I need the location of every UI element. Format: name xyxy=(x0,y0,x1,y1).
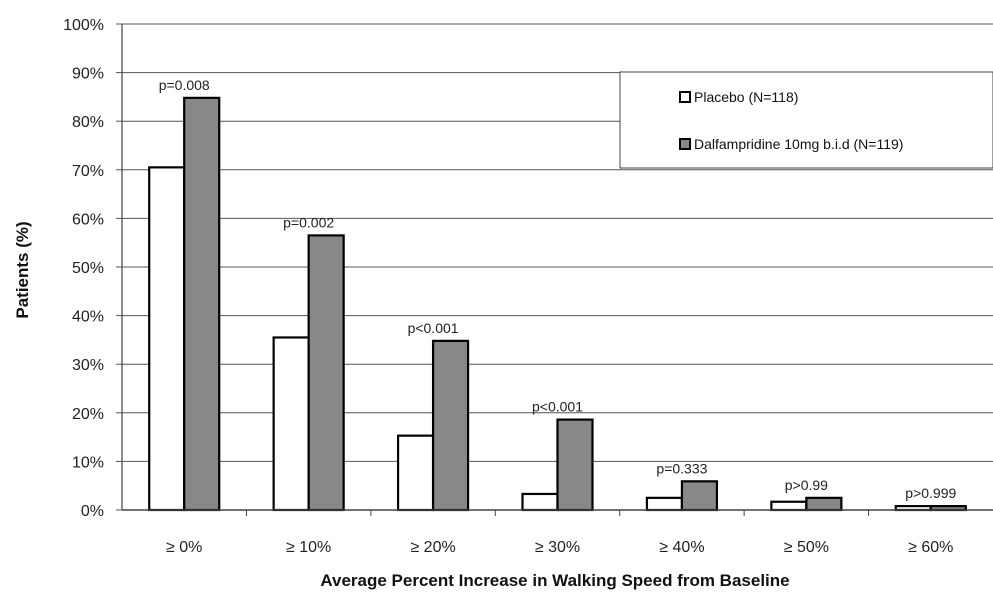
x-tick-label: ≥ 0% xyxy=(166,539,202,556)
y-tick-label: 10% xyxy=(72,454,104,471)
x-tick-label: ≥ 50% xyxy=(784,539,829,556)
bar-dalfampridine xyxy=(805,496,843,512)
x-tick-label: ≥ 20% xyxy=(410,539,455,556)
y-tick-label: 90% xyxy=(72,66,104,83)
y-tick-label: 50% xyxy=(72,260,104,277)
p-value-label: p=0.008 xyxy=(159,77,210,93)
p-value-label: p>0.999 xyxy=(905,485,956,501)
y-tick-label: 100% xyxy=(63,17,104,34)
y-tick-label: 0% xyxy=(81,503,104,520)
p-value-label: p=0.333 xyxy=(656,460,707,476)
y-tick-label: 40% xyxy=(72,309,104,326)
legend-label-placebo: Placebo (N=118) xyxy=(694,89,798,105)
bar-dalfampridine xyxy=(556,418,594,512)
bar-dalfampridine xyxy=(183,96,221,512)
y-axis-title: Patients (%) xyxy=(13,221,32,318)
legend: Placebo (N=118) Dalfampridine 10mg b.i.d… xyxy=(619,71,993,169)
legend-label-dalfampridine: Dalfampridine 10mg b.i.d (N=119) xyxy=(694,136,903,152)
y-tick-label: 80% xyxy=(72,114,104,131)
y-tick-label: 60% xyxy=(72,211,104,228)
legend-box xyxy=(619,71,993,169)
x-tick-label: ≥ 30% xyxy=(535,539,580,556)
x-axis-title: Average Percent Increase in Walking Spee… xyxy=(320,571,789,590)
bar-placebo xyxy=(272,336,310,512)
p-value-label: p<0.001 xyxy=(408,320,459,336)
x-tick-label: ≥ 60% xyxy=(908,539,953,556)
legend-swatch-dalfampridine xyxy=(679,138,691,150)
p-value-label: p>0.99 xyxy=(785,477,828,493)
p-value-label: p=0.002 xyxy=(283,214,334,230)
x-tick-label: ≥ 40% xyxy=(659,539,704,556)
y-tick-label: 70% xyxy=(72,163,104,180)
y-tick-label: 20% xyxy=(72,406,104,423)
p-value-label: p<0.001 xyxy=(532,399,583,415)
bar-dalfampridine xyxy=(680,480,719,512)
bar-placebo xyxy=(396,434,435,512)
bar-dalfampridine xyxy=(307,234,345,512)
bar-placebo xyxy=(645,496,684,512)
bar-dalfampridine xyxy=(431,339,470,512)
legend-swatch-placebo xyxy=(679,91,691,103)
gridlines xyxy=(116,23,993,511)
bars xyxy=(148,96,967,512)
bar-placebo xyxy=(148,166,186,512)
p-value-annotations: p=0.008 p=0.002 p<0.001 p<0.001 p=0.333 p>0.9… xyxy=(159,77,957,501)
y-tick-labels: 0% 10% 20% 30% 40% 50% 60% 70% 80% 90% 100% xyxy=(63,17,104,520)
axes xyxy=(121,24,993,511)
bar-placebo xyxy=(770,500,808,512)
x-tick-labels: ≥ 0% ≥ 10% ≥ 20% ≥ 30% ≥ 40% ≥ 50% ≥ 60% xyxy=(166,510,953,556)
y-tick-label: 30% xyxy=(72,357,104,374)
bar-placebo xyxy=(521,492,559,512)
x-tick-label: ≥ 10% xyxy=(286,539,331,556)
